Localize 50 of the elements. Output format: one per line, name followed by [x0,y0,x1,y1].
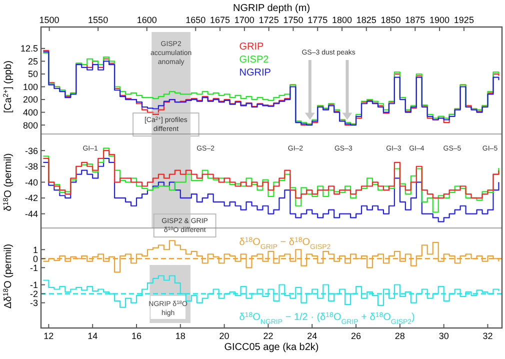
y-tick-label: -40 [24,177,38,188]
x-axis-title: GICC05 age (ka b2k) [224,342,319,353]
x2-tick-label: 1725 [258,15,279,25]
text: NGRIP [239,67,272,78]
x2-tick-label: 1675 [210,15,230,25]
x-tick-label: 20 [219,331,230,341]
y-tick-label: 25 [28,56,38,66]
x2-tick-label: 1875 [405,15,426,25]
series-label: δ$^{18}$O$_{GRIP}$ − δ$^{18}$O$_{GISP2}$ [239,236,331,250]
x-tick-label: 12 [44,331,54,341]
x2-tick-label: 1800 [332,15,352,25]
x2-tick-label: 1650 [186,15,206,25]
y-tick-label: 0 [32,254,38,264]
y-tick-label: 50 [28,69,38,80]
y-tick-label: 1 [32,244,38,255]
y2-tick-label: -2 [30,288,38,299]
x-tick-label: 24 [307,331,318,341]
x2-tick-label: 1600 [136,15,157,25]
x-tick-label: 32 [482,331,493,341]
x2-tick-label: 1775 [308,15,328,25]
x2-tick-label: 1500 [39,15,60,25]
x2-axis-title: NGRIP depth (m) [232,3,310,14]
text: GRIP [239,41,264,52]
x2-tick-label: 1750 [283,15,304,25]
x2-tick-label: 1825 [356,15,376,25]
y-tick-label: 100 [22,82,38,92]
y-tick-label: -1 [30,262,38,273]
y-tick-label: -44 [24,208,38,219]
x-tick-label: 26 [351,331,362,341]
x-tick-label: 28 [394,331,405,341]
x-tick-label: 16 [131,331,142,341]
x2-tick-label: 1700 [234,15,254,25]
x-tick-label: 14 [88,331,98,341]
y-tick-label: -36 [24,146,38,156]
y-tick-label: -42 [24,193,38,204]
text: δ$^{18}$O$_{NGRIP}$ − 1/2 · (δ$^{18}$O$_{GRIP}$ + δ$^{18}$O$_{GISP2}$) [239,312,415,326]
y-tick-label: 12.5 [20,44,38,54]
x2-tick-label: 1900 [430,15,450,25]
x-tick-label: 22 [263,331,274,341]
x-tick-label: 30 [438,331,449,341]
x2-tick-label: 1550 [88,15,108,25]
x-tick-label: 18 [175,331,186,341]
y2-tick-label: -3 [30,298,38,308]
y-tick-label: 800 [22,120,38,130]
y-tick-label: 400 [22,107,38,118]
y-tick-label: 200 [22,94,38,105]
x2-tick-label: 1850 [380,15,401,25]
x2-tick-label: 1925 [454,15,474,25]
y-tick-label: -38 [24,162,38,172]
text: GISP2 [239,54,270,66]
